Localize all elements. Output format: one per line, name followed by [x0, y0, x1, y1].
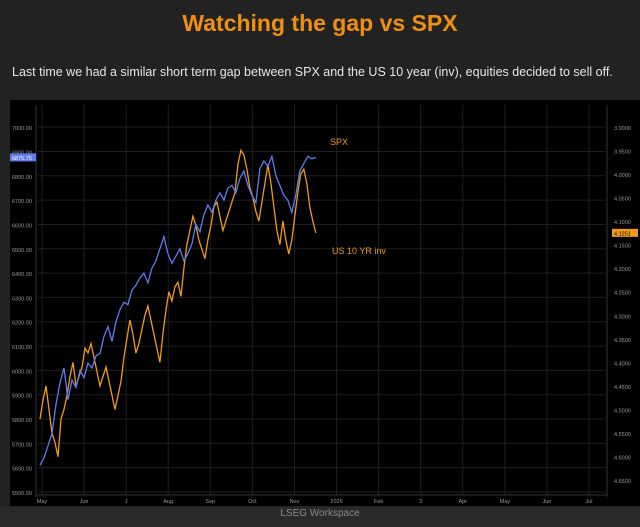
series-line-spx	[39, 154, 317, 466]
series-line-us-10-yr-inv	[39, 148, 317, 457]
left-tick-label: 5600.00	[12, 467, 32, 473]
chart-grid	[38, 105, 605, 495]
left-tick-label: 5900.00	[12, 394, 32, 400]
left-tick-label: 5700.00	[12, 442, 32, 448]
left-tick-label: 6300.00	[12, 296, 32, 302]
annotation-us-10-yr-inv: US 10 YR inv	[332, 246, 386, 256]
left-tick-label: 6700.00	[12, 199, 32, 205]
right-tick-label: 4.5500	[614, 432, 631, 438]
left-tick-label: 5800.00	[12, 418, 32, 424]
x-axis: May Jun J Aug Sep Oct Nov 2026 Feb 3 Apr May Jun Jul	[36, 494, 607, 505]
right-tick-label: 4.6500	[614, 479, 631, 485]
x-tick-label: Apr	[458, 499, 467, 505]
left-last-value-text: 6875.75	[12, 156, 32, 162]
x-tick-label: Nov	[290, 499, 300, 505]
left-tick-label: 6400.00	[12, 272, 32, 278]
left-tick-label: 6600.00	[12, 223, 32, 229]
x-tick-label: May	[37, 499, 48, 505]
x-tick-label: Aug	[163, 499, 173, 505]
x-tick-label: J	[125, 499, 128, 505]
right-tick-label: 4.1000	[614, 220, 631, 226]
right-tick-label: 3.9000	[614, 126, 631, 132]
x-tick-label: 2026	[330, 499, 342, 505]
x-tick-label: Jun	[80, 499, 89, 505]
right-axis: 3.9000 3.9500 4.0000 4.0500 4.1000 4.1500 4.20…	[606, 105, 631, 497]
x-tick-label: Sep	[205, 499, 215, 505]
right-tick-label: 4.1500	[614, 244, 631, 250]
right-tick-label: 4.0000	[614, 173, 631, 179]
right-tick-label: 4.2500	[614, 291, 631, 297]
x-tick-label: May	[500, 499, 511, 505]
annotation-spx: SPX	[330, 137, 348, 147]
left-tick-label: 5500.00	[12, 491, 32, 497]
page-subtitle: Last time we had a similar short term ga…	[12, 65, 613, 79]
left-last-value-badge: 6875.75	[10, 153, 36, 162]
right-tick-label: 4.4000	[614, 361, 631, 367]
right-tick-label: 4.6000	[614, 456, 631, 462]
page-title: Watching the gap vs SPX	[182, 10, 458, 36]
right-tick-label: 4.0500	[614, 196, 631, 202]
right-last-value-bg	[612, 228, 638, 237]
x-tick-label: Feb	[374, 499, 383, 505]
chart-panel[interactable]: 7000.006900.006800.006700.006600.006500.…	[10, 100, 640, 506]
left-tick-label: 6100.00	[12, 345, 32, 351]
footer-watermark: LSEG Workspace	[0, 507, 640, 527]
right-tick-label: 3.9500	[614, 149, 631, 155]
right-tick-label: 4.4500	[614, 385, 631, 391]
left-tick-label: 6800.00	[12, 175, 32, 181]
left-tick-label: 6200.00	[12, 321, 32, 327]
right-last-value-text: 4.1251	[614, 231, 631, 237]
x-tick-label: 3	[419, 499, 422, 505]
x-tick-label: Jul	[585, 499, 592, 505]
left-axis: 7000.006900.006800.006700.006600.006500.…	[12, 105, 37, 497]
right-tick-label: 4.3000	[614, 314, 631, 320]
right-last-value-badge: 4.1251	[612, 228, 638, 237]
left-last-value-bg	[10, 153, 36, 162]
left-tick-label: 6500.00	[12, 248, 32, 254]
line-chart[interactable]: 7000.006900.006800.006700.006600.006500.…	[10, 100, 640, 506]
left-tick-label: 7000.00	[12, 126, 32, 132]
right-tick-label: 4.5000	[614, 409, 631, 415]
x-tick-label: Jun	[542, 499, 551, 505]
right-tick-label: 4.3500	[614, 338, 631, 344]
right-tick-label: 4.2000	[614, 267, 631, 273]
left-tick-label: 6000.00	[12, 369, 32, 375]
x-tick-label: Oct	[248, 499, 257, 505]
